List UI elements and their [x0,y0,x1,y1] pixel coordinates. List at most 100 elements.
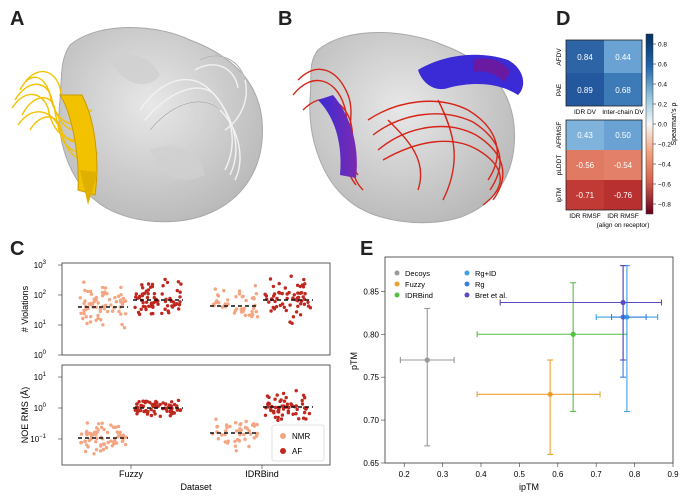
strip-point [89,320,92,323]
legend-marker [395,282,400,287]
strip-point [288,320,291,323]
strip-point [308,412,311,415]
strip-point [276,419,279,422]
strip-point [293,293,296,296]
strip-point [145,301,148,304]
colorbar-tick-label: 0.4 [658,82,667,89]
strip-point [149,286,152,289]
strip-point [99,310,102,313]
strip-point [150,414,153,417]
strip-point [143,292,146,295]
e-ytick-label: 0.85 [363,287,379,296]
legend-marker [395,271,400,276]
strip-point [273,292,276,295]
strip-point [170,412,173,415]
strip-point [178,303,181,306]
strip-point [285,309,288,312]
strip-point [141,286,144,289]
strip-point [222,289,225,292]
strip-point [85,315,88,318]
strip-point [121,440,124,443]
strip-point [85,322,88,325]
strip-point [153,296,156,299]
strip-point [149,304,152,307]
legend-nmr-label: NMR [292,432,310,441]
strip-point [99,443,102,446]
strip-point [299,313,302,316]
strip-point [255,423,258,426]
strip-point [281,413,284,416]
strip-point [269,409,272,412]
strip-point [161,292,164,295]
strip-point [287,291,290,294]
strip-point [80,441,83,444]
strip-point [108,298,111,301]
e-xtick-label: 0.8 [629,470,641,479]
legend-marker [465,282,470,287]
strip-point [249,432,252,435]
strip-point [173,304,176,307]
heat-col-label: Inter-chain DV [602,109,644,116]
strip-point [291,413,294,416]
strip-point [147,282,150,285]
strip-point [235,429,238,432]
strip-point [296,305,299,308]
strip-point [141,400,144,403]
strip-point [240,429,243,432]
strip-point [111,310,114,313]
strip-point [217,294,220,297]
heatmap-panel: 0.84 0.44 0.89 0.68 AFDV PAE IDR DV Inte… [536,20,680,236]
strip-point [248,314,251,317]
strip-point [117,425,120,428]
strip-point [256,315,259,318]
strip-point [304,407,307,410]
e-ylabel: pTM [349,352,359,370]
strip-point [102,428,105,431]
series-decoys [400,309,454,446]
legend-marker [395,293,400,298]
strip-point [117,310,120,313]
strip-point [295,404,298,407]
strip-point [119,293,122,296]
colorbar-tick-label: 0.8 [658,42,667,49]
strip-point [285,396,288,399]
strip-point [243,438,246,441]
strip-point [309,306,312,309]
series-fuzzy [477,360,600,454]
strip-point [303,292,306,295]
strip-point [161,284,164,287]
strip-point [90,293,93,296]
strip-point [283,400,286,403]
strip-point [177,399,180,402]
strip-point [225,426,228,429]
strip-point [105,292,108,295]
strip-point [226,298,229,301]
strip-point [118,432,121,435]
data-point [425,357,430,362]
strip-point [282,392,285,395]
strip-point [288,303,291,306]
legend-af-marker [280,448,286,454]
colorbar-tick-label: −0.6 [658,182,671,189]
heat-row-label: ipTM [556,188,563,202]
heat-value: -0.71 [576,191,595,200]
strip-point [236,438,239,441]
strip-point [301,402,304,405]
strip-point [113,442,116,445]
heat-value: -0.54 [614,161,633,170]
c-ytick-label: 100 [34,403,47,413]
e-xtick-label: 0.5 [514,470,526,479]
structure-b-render [278,0,558,232]
strip-point [178,295,181,298]
strip-point [167,311,170,314]
strip-point [279,304,282,307]
legend-marker [465,293,470,298]
c-ytick-label: 102 [34,290,47,300]
strip-point [147,288,150,291]
strip-point [99,318,102,321]
strip-point [255,433,258,436]
strip-point [139,409,142,412]
strip-point [178,300,181,303]
heat-value: 0.68 [615,86,631,95]
c-ytick-label: 103 [34,260,47,270]
